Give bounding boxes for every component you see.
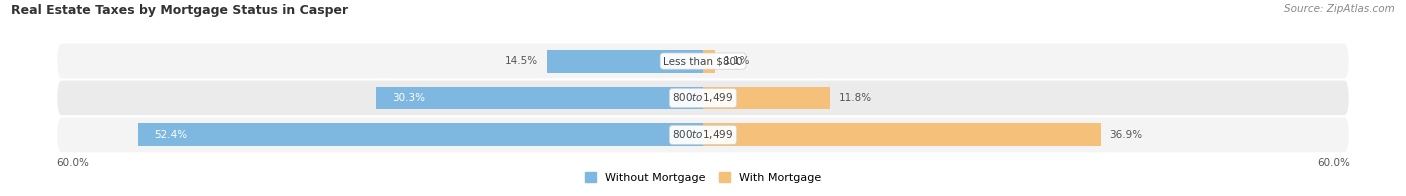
FancyBboxPatch shape <box>56 80 1350 116</box>
Text: 36.9%: 36.9% <box>1109 130 1143 140</box>
Bar <box>703 123 1101 146</box>
FancyBboxPatch shape <box>56 43 1350 80</box>
Text: 30.3%: 30.3% <box>392 93 426 103</box>
Text: Source: ZipAtlas.com: Source: ZipAtlas.com <box>1284 4 1395 14</box>
Bar <box>703 50 714 73</box>
Text: 60.0%: 60.0% <box>56 158 89 168</box>
Text: 1.1%: 1.1% <box>724 56 749 66</box>
Bar <box>547 50 703 73</box>
Text: 52.4%: 52.4% <box>155 130 187 140</box>
Bar <box>377 87 703 109</box>
Text: 11.8%: 11.8% <box>839 93 872 103</box>
Legend: Without Mortgage, With Mortgage: Without Mortgage, With Mortgage <box>585 172 821 183</box>
Text: Real Estate Taxes by Mortgage Status in Casper: Real Estate Taxes by Mortgage Status in … <box>11 4 349 17</box>
Text: 60.0%: 60.0% <box>1317 158 1350 168</box>
Text: $800 to $1,499: $800 to $1,499 <box>672 92 734 104</box>
Text: 14.5%: 14.5% <box>505 56 538 66</box>
FancyBboxPatch shape <box>56 116 1350 153</box>
Bar <box>138 123 703 146</box>
Bar <box>703 87 830 109</box>
Text: Less than $800: Less than $800 <box>664 56 742 66</box>
Text: $800 to $1,499: $800 to $1,499 <box>672 128 734 141</box>
